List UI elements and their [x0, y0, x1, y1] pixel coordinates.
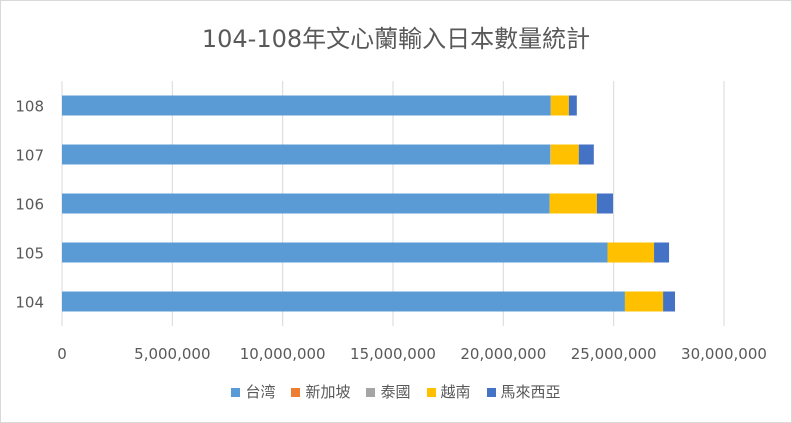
x-tick-label: 20,000,000: [460, 345, 546, 363]
bar-segment: [62, 95, 551, 116]
bar-segment: [624, 291, 664, 312]
bar-segment: [550, 144, 551, 165]
bar-segment: [654, 242, 670, 263]
legend-label: 台湾: [245, 383, 276, 401]
y-tick-label: 106: [15, 196, 44, 214]
x-tick-label: 15,000,000: [350, 345, 436, 363]
bar-segment: [62, 242, 608, 263]
legend-item: 馬來西亞: [486, 381, 561, 402]
legend: 台湾 新加坡 泰國 越南 馬來西亞: [1, 381, 791, 402]
x-tick-label: 30,000,000: [681, 345, 767, 363]
x-tick-label: 5,000,000: [134, 345, 210, 363]
bar-segment: [596, 193, 614, 214]
legend-item: 越南: [426, 381, 471, 402]
legend-swatch: [426, 388, 436, 397]
bar-segment: [62, 291, 625, 312]
bar-segment: [62, 193, 550, 214]
legend-label: 新加坡: [305, 383, 351, 401]
bar-segment: [578, 144, 594, 165]
legend-label: 馬來西亞: [500, 383, 561, 401]
legend-item: 台湾: [231, 381, 275, 402]
legend-swatch: [366, 388, 376, 397]
legend-item: 泰國: [366, 381, 411, 402]
y-tick-label: 107: [15, 147, 44, 165]
bar-segment: [663, 291, 676, 312]
x-tick-label: 0: [57, 345, 67, 363]
legend-swatch: [486, 388, 496, 397]
legend-swatch: [231, 388, 241, 397]
bar-segment: [549, 193, 597, 214]
legend-label: 泰國: [380, 383, 411, 401]
bar-segment: [607, 242, 655, 263]
bar-segment: [62, 144, 551, 165]
bar-segment: [568, 95, 577, 116]
legend-swatch: [291, 388, 301, 397]
bar-segment: [550, 95, 569, 116]
bar-segment: [550, 144, 579, 165]
chart-title: 104-108年文心蘭輸入日本數量統計: [201, 25, 591, 53]
x-tick-label: 10,000,000: [240, 345, 326, 363]
y-tick-label: 105: [15, 245, 44, 263]
x-tick-label: 25,000,000: [571, 345, 657, 363]
legend-item: 新加坡: [291, 381, 350, 402]
y-tick-label: 108: [15, 98, 44, 116]
y-tick-label: 104: [15, 294, 44, 312]
legend-label: 越南: [440, 383, 471, 401]
